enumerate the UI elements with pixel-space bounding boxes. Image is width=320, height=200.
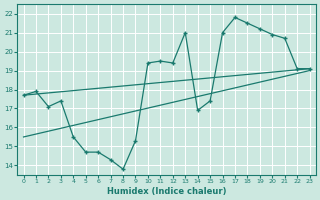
X-axis label: Humidex (Indice chaleur): Humidex (Indice chaleur) [107, 187, 226, 196]
